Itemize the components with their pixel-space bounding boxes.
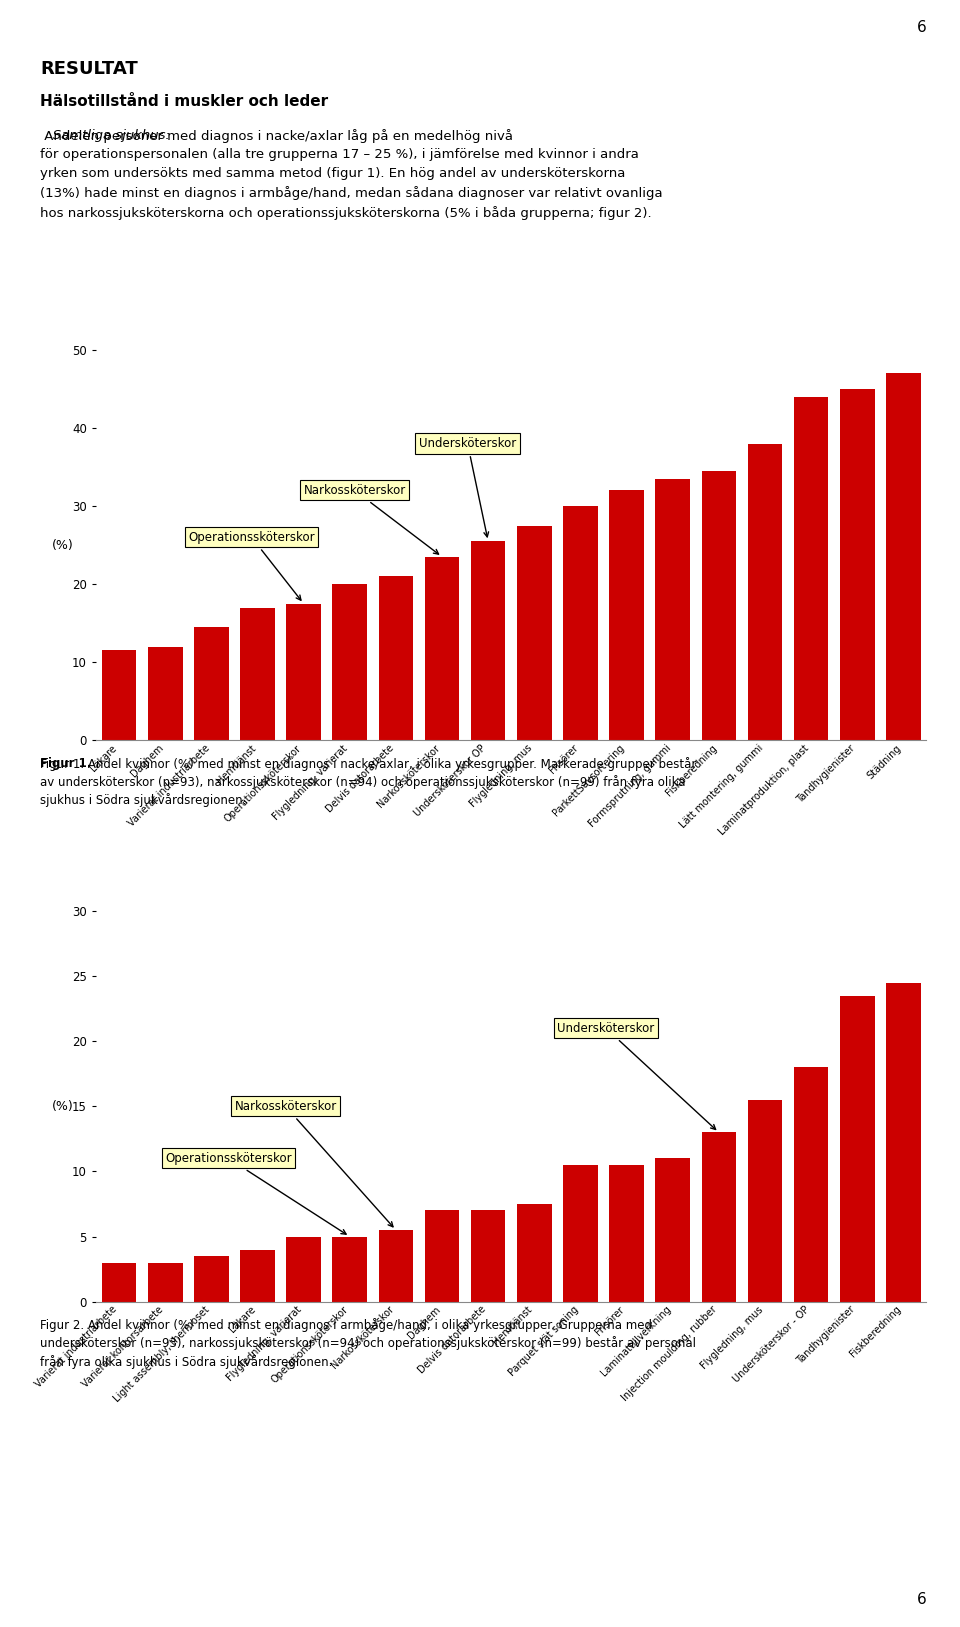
Bar bbox=[840, 996, 875, 1302]
Bar bbox=[286, 604, 321, 740]
Bar bbox=[332, 1237, 367, 1302]
Bar bbox=[748, 444, 782, 740]
Bar bbox=[194, 626, 228, 740]
Bar bbox=[102, 651, 136, 740]
Bar bbox=[886, 373, 921, 740]
Bar bbox=[702, 470, 736, 740]
Bar bbox=[378, 576, 413, 740]
Text: 6: 6 bbox=[917, 20, 926, 34]
Text: 6: 6 bbox=[917, 1593, 926, 1607]
Bar bbox=[148, 646, 182, 740]
Text: RESULTAT: RESULTAT bbox=[40, 60, 138, 78]
Bar bbox=[794, 397, 828, 740]
Bar bbox=[102, 1263, 136, 1302]
Bar bbox=[886, 983, 921, 1302]
Bar bbox=[564, 1165, 598, 1302]
Bar bbox=[286, 1237, 321, 1302]
Text: Samtliga sjukhus:: Samtliga sjukhus: bbox=[40, 129, 170, 142]
Text: Undersköterskor: Undersköterskor bbox=[558, 1022, 715, 1129]
Bar bbox=[840, 389, 875, 740]
Bar bbox=[148, 1263, 182, 1302]
Text: Operationssköterskor: Operationssköterskor bbox=[165, 1152, 347, 1235]
Bar bbox=[656, 478, 690, 740]
Text: Figur 1. Andel kvinnor (%) med minst en diagnos i nacke/axlar, i olika yrkesgrup: Figur 1. Andel kvinnor (%) med minst en … bbox=[40, 757, 697, 807]
Bar bbox=[240, 607, 275, 740]
Bar bbox=[470, 542, 505, 740]
Bar bbox=[378, 1230, 413, 1302]
Bar bbox=[564, 506, 598, 740]
Text: Narkossköterskor: Narkossköterskor bbox=[303, 483, 439, 555]
Bar bbox=[517, 526, 552, 740]
Bar bbox=[610, 1165, 644, 1302]
Bar bbox=[424, 1210, 459, 1302]
Bar bbox=[194, 1256, 228, 1302]
Bar bbox=[470, 1210, 505, 1302]
Bar bbox=[610, 490, 644, 740]
Bar bbox=[748, 1100, 782, 1302]
Bar bbox=[517, 1204, 552, 1302]
Text: Narkossköterskor: Narkossköterskor bbox=[234, 1100, 393, 1227]
Text: Hälsotillstånd i muskler och leder: Hälsotillstånd i muskler och leder bbox=[40, 94, 328, 109]
Text: Undersköterskor: Undersköterskor bbox=[419, 438, 516, 537]
Bar bbox=[656, 1158, 690, 1302]
Text: Figur 2. Andel kvinnor (%) med minst en diagnos i armbåge/hand, i olika yrkesgru: Figur 2. Andel kvinnor (%) med minst en … bbox=[40, 1318, 696, 1368]
Text: Andelen personer med diagnos i nacke/axlar låg på en medelhög nivå
för operation: Andelen personer med diagnos i nacke/axl… bbox=[40, 129, 663, 220]
Text: Figur 1.: Figur 1. bbox=[40, 757, 92, 770]
Bar bbox=[794, 1067, 828, 1302]
Bar bbox=[424, 556, 459, 740]
Y-axis label: (%): (%) bbox=[52, 539, 74, 552]
Bar bbox=[240, 1250, 275, 1302]
Y-axis label: (%): (%) bbox=[52, 1100, 74, 1113]
Bar bbox=[332, 584, 367, 740]
Bar bbox=[702, 1132, 736, 1302]
Text: Operationssköterskor: Operationssköterskor bbox=[188, 530, 315, 600]
